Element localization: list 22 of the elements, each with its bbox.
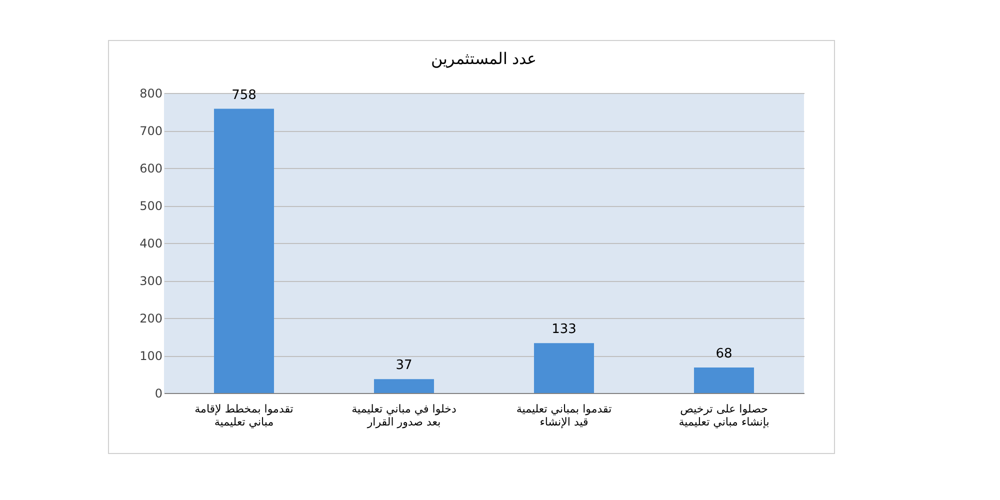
data-label: 68 — [716, 346, 732, 362]
bar — [374, 379, 434, 393]
x-tick-label: حصلوا على ترخيص بإنشاء مباني تعليمية — [678, 402, 770, 428]
y-tick-label: 0 — [154, 386, 162, 400]
y-tick-label: 500 — [140, 199, 162, 213]
y-tick-label: 300 — [140, 274, 162, 288]
y-tick-label: 400 — [140, 236, 162, 250]
x-tick-label: تقدموا بمباني تعليمية قيد الإنشاء — [516, 402, 612, 428]
bar — [694, 368, 754, 393]
chart-title: عدد المستثمرين — [430, 49, 538, 68]
bar — [214, 108, 274, 393]
bar — [534, 343, 594, 393]
data-label: 37 — [396, 358, 412, 374]
x-tick-label: دخلوا في مباني تعليمية بعد صدور القرار — [352, 402, 456, 428]
data-label: 758 — [232, 88, 256, 103]
x-tick-label: تقدموا بمخطط لإقامة مباني تعليمية — [194, 402, 294, 428]
y-tick-label: 200 — [140, 312, 162, 326]
y-tick-label: 600 — [140, 162, 162, 176]
y-tick-label: 700 — [140, 124, 162, 138]
y-tick-label: 100 — [140, 349, 162, 363]
data-label: 133 — [552, 322, 576, 338]
y-tick-label: 800 — [140, 86, 162, 100]
